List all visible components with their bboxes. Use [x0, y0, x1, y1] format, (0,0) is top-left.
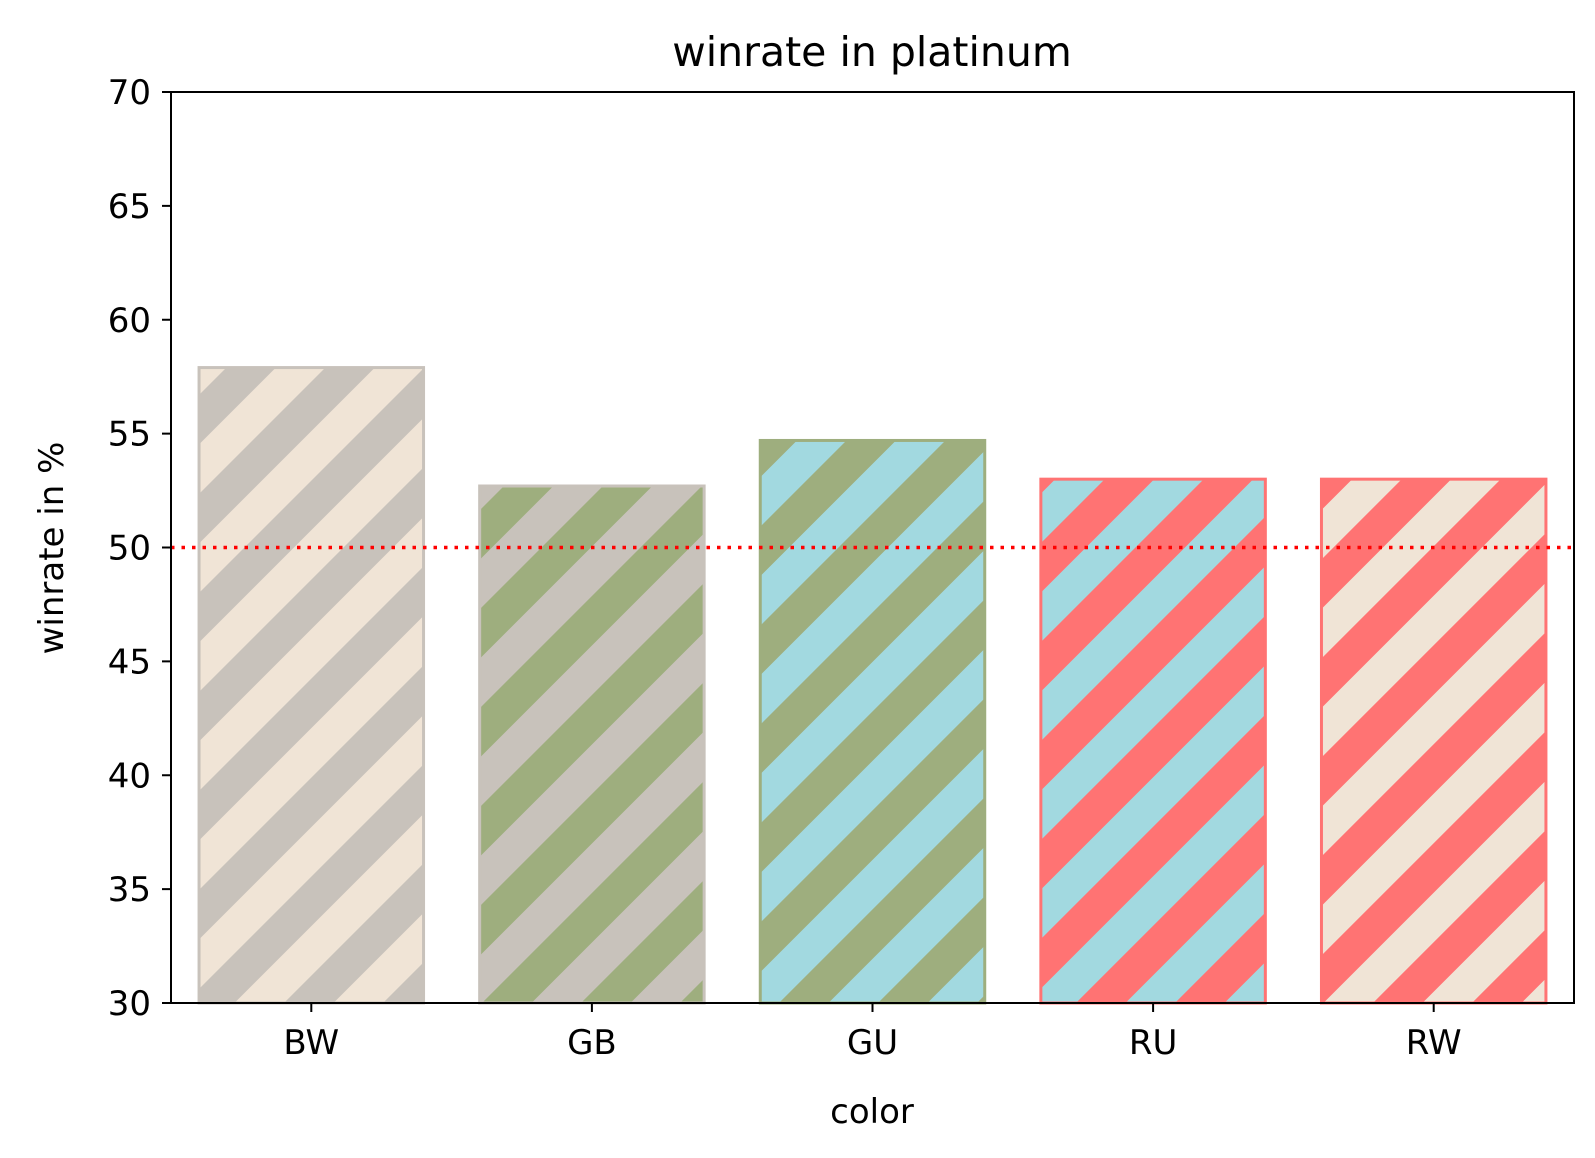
x-tick-label: GU: [847, 1023, 898, 1063]
y-tick-label: 50: [108, 529, 151, 569]
bar-RU: [1039, 477, 1267, 1005]
x-tick-label: GB: [567, 1023, 617, 1063]
bar-GU: [758, 438, 987, 1005]
y-tick-label: 45: [108, 642, 151, 682]
x-axis-ticks: BW GB GU RU RW: [283, 1003, 1462, 1063]
bar-RW: [1319, 477, 1548, 1005]
y-tick-label: 60: [108, 301, 151, 341]
chart-title: winrate in platinum: [672, 28, 1072, 76]
y-tick-label: 65: [108, 187, 151, 227]
y-tick-label: 35: [108, 870, 151, 910]
bar-GB: [478, 484, 706, 1005]
x-axis-label: color: [830, 1092, 914, 1132]
y-axis-ticks: 30 35 40 45 50 55 60 65 70: [108, 73, 171, 1024]
bar-BW: [197, 366, 426, 1005]
y-tick-label: 70: [108, 73, 151, 113]
x-tick-label: BW: [283, 1023, 339, 1063]
y-tick-label: 40: [108, 756, 151, 796]
y-tick-label: 55: [108, 415, 151, 455]
plot-area-frame: [170, 91, 1575, 1004]
x-tick-label: RW: [1406, 1023, 1462, 1063]
y-axis-label: winrate in %: [32, 442, 72, 655]
x-tick-label: RU: [1129, 1023, 1178, 1063]
y-tick-label: 30: [108, 984, 151, 1024]
bars: [197, 366, 1548, 1005]
